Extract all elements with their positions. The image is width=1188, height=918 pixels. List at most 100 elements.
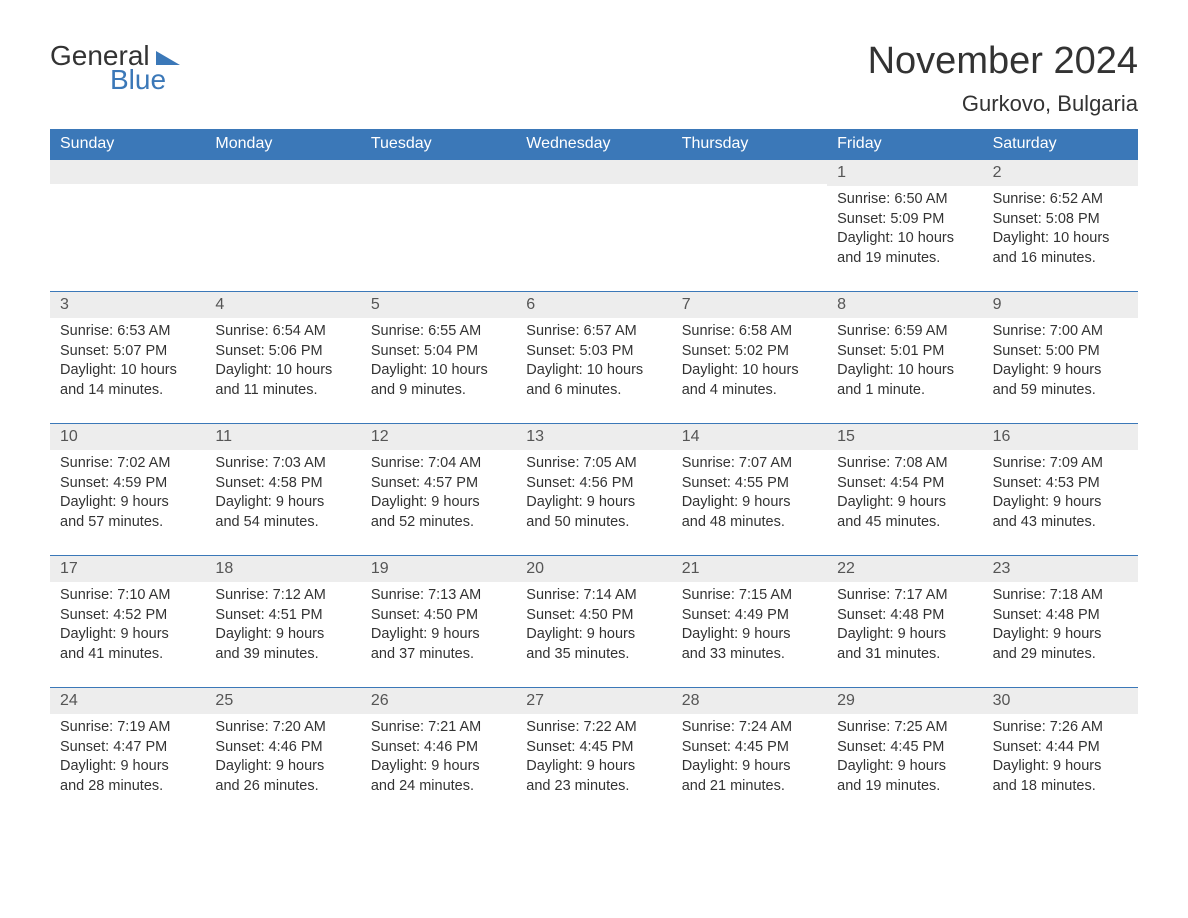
day-details: Sunrise: 7:21 AMSunset: 4:46 PMDaylight:…: [361, 714, 516, 806]
day-details: Sunrise: 7:02 AMSunset: 4:59 PMDaylight:…: [50, 450, 205, 542]
day-number: 10: [50, 424, 205, 450]
day-cell: 6Sunrise: 6:57 AMSunset: 5:03 PMDaylight…: [516, 292, 671, 423]
sunset-line: Sunset: 4:57 PM: [371, 474, 506, 494]
weekday-label: Saturday: [983, 129, 1138, 159]
brand-triangle-icon: [156, 51, 180, 65]
week-row: 10Sunrise: 7:02 AMSunset: 4:59 PMDayligh…: [50, 423, 1138, 555]
day-details: Sunrise: 7:10 AMSunset: 4:52 PMDaylight:…: [50, 582, 205, 674]
sunrise-line: Sunrise: 7:04 AM: [371, 454, 506, 474]
day-cell: 23Sunrise: 7:18 AMSunset: 4:48 PMDayligh…: [983, 556, 1138, 687]
day-number: [205, 160, 360, 184]
day-details: Sunrise: 7:19 AMSunset: 4:47 PMDaylight:…: [50, 714, 205, 806]
sunset-line: Sunset: 5:08 PM: [993, 210, 1128, 230]
day-cell: 15Sunrise: 7:08 AMSunset: 4:54 PMDayligh…: [827, 424, 982, 555]
sunrise-line: Sunrise: 7:15 AM: [682, 586, 817, 606]
day-details: Sunrise: 7:12 AMSunset: 4:51 PMDaylight:…: [205, 582, 360, 674]
day-cell: 8Sunrise: 6:59 AMSunset: 5:01 PMDaylight…: [827, 292, 982, 423]
day-number: 1: [827, 160, 982, 186]
daylight-line: Daylight: 9 hours and 48 minutes.: [682, 493, 817, 532]
day-details: Sunrise: 7:24 AMSunset: 4:45 PMDaylight:…: [672, 714, 827, 806]
day-number: 18: [205, 556, 360, 582]
sunset-line: Sunset: 5:09 PM: [837, 210, 972, 230]
day-cell: [516, 160, 671, 291]
day-number: 6: [516, 292, 671, 318]
sunrise-line: Sunrise: 7:26 AM: [993, 718, 1128, 738]
weekday-label: Wednesday: [516, 129, 671, 159]
daylight-line: Daylight: 10 hours and 11 minutes.: [215, 361, 350, 400]
day-cell: 10Sunrise: 7:02 AMSunset: 4:59 PMDayligh…: [50, 424, 205, 555]
sunset-line: Sunset: 4:52 PM: [60, 606, 195, 626]
day-details: Sunrise: 7:14 AMSunset: 4:50 PMDaylight:…: [516, 582, 671, 674]
sunset-line: Sunset: 4:55 PM: [682, 474, 817, 494]
day-details: Sunrise: 7:09 AMSunset: 4:53 PMDaylight:…: [983, 450, 1138, 542]
sunrise-line: Sunrise: 7:10 AM: [60, 586, 195, 606]
brand-logo: General Blue: [50, 40, 180, 96]
day-details: Sunrise: 7:18 AMSunset: 4:48 PMDaylight:…: [983, 582, 1138, 674]
day-number: 29: [827, 688, 982, 714]
day-number: 28: [672, 688, 827, 714]
sunset-line: Sunset: 4:50 PM: [371, 606, 506, 626]
sunrise-line: Sunrise: 7:22 AM: [526, 718, 661, 738]
day-number: 23: [983, 556, 1138, 582]
sunrise-line: Sunrise: 7:05 AM: [526, 454, 661, 474]
sunset-line: Sunset: 4:53 PM: [993, 474, 1128, 494]
sunrise-line: Sunrise: 6:59 AM: [837, 322, 972, 342]
day-details: Sunrise: 7:08 AMSunset: 4:54 PMDaylight:…: [827, 450, 982, 542]
day-details: Sunrise: 7:07 AMSunset: 4:55 PMDaylight:…: [672, 450, 827, 542]
day-number: 19: [361, 556, 516, 582]
day-number: 22: [827, 556, 982, 582]
sunrise-line: Sunrise: 7:20 AM: [215, 718, 350, 738]
sunset-line: Sunset: 4:45 PM: [837, 738, 972, 758]
daylight-line: Daylight: 9 hours and 50 minutes.: [526, 493, 661, 532]
day-details: Sunrise: 6:57 AMSunset: 5:03 PMDaylight:…: [516, 318, 671, 410]
week-row: 24Sunrise: 7:19 AMSunset: 4:47 PMDayligh…: [50, 687, 1138, 819]
day-cell: 19Sunrise: 7:13 AMSunset: 4:50 PMDayligh…: [361, 556, 516, 687]
daylight-line: Daylight: 9 hours and 31 minutes.: [837, 625, 972, 664]
day-number: 30: [983, 688, 1138, 714]
day-cell: 28Sunrise: 7:24 AMSunset: 4:45 PMDayligh…: [672, 688, 827, 819]
sunset-line: Sunset: 4:56 PM: [526, 474, 661, 494]
day-details: Sunrise: 7:03 AMSunset: 4:58 PMDaylight:…: [205, 450, 360, 542]
location-subtitle: Gurkovo, Bulgaria: [868, 91, 1138, 117]
daylight-line: Daylight: 10 hours and 14 minutes.: [60, 361, 195, 400]
day-number: 15: [827, 424, 982, 450]
day-details: Sunrise: 6:55 AMSunset: 5:04 PMDaylight:…: [361, 318, 516, 410]
sunrise-line: Sunrise: 6:52 AM: [993, 190, 1128, 210]
sunset-line: Sunset: 4:45 PM: [526, 738, 661, 758]
daylight-line: Daylight: 9 hours and 29 minutes.: [993, 625, 1128, 664]
day-cell: 21Sunrise: 7:15 AMSunset: 4:49 PMDayligh…: [672, 556, 827, 687]
day-details: Sunrise: 6:59 AMSunset: 5:01 PMDaylight:…: [827, 318, 982, 410]
day-cell: 29Sunrise: 7:25 AMSunset: 4:45 PMDayligh…: [827, 688, 982, 819]
sunrise-line: Sunrise: 7:07 AM: [682, 454, 817, 474]
day-cell: 22Sunrise: 7:17 AMSunset: 4:48 PMDayligh…: [827, 556, 982, 687]
sunrise-line: Sunrise: 6:57 AM: [526, 322, 661, 342]
sunset-line: Sunset: 5:04 PM: [371, 342, 506, 362]
day-cell: [672, 160, 827, 291]
brand-word-2: Blue: [110, 64, 166, 96]
title-block: November 2024 Gurkovo, Bulgaria: [868, 40, 1138, 117]
day-number: 17: [50, 556, 205, 582]
daylight-line: Daylight: 9 hours and 52 minutes.: [371, 493, 506, 532]
day-cell: 1Sunrise: 6:50 AMSunset: 5:09 PMDaylight…: [827, 160, 982, 291]
weekday-label: Thursday: [672, 129, 827, 159]
day-cell: 30Sunrise: 7:26 AMSunset: 4:44 PMDayligh…: [983, 688, 1138, 819]
daylight-line: Daylight: 9 hours and 43 minutes.: [993, 493, 1128, 532]
sunrise-line: Sunrise: 7:25 AM: [837, 718, 972, 738]
day-number: 2: [983, 160, 1138, 186]
day-cell: 24Sunrise: 7:19 AMSunset: 4:47 PMDayligh…: [50, 688, 205, 819]
daylight-line: Daylight: 9 hours and 18 minutes.: [993, 757, 1128, 796]
sunset-line: Sunset: 5:02 PM: [682, 342, 817, 362]
day-number: 26: [361, 688, 516, 714]
sunset-line: Sunset: 4:48 PM: [993, 606, 1128, 626]
sunrise-line: Sunrise: 7:03 AM: [215, 454, 350, 474]
day-number: 12: [361, 424, 516, 450]
day-cell: 20Sunrise: 7:14 AMSunset: 4:50 PMDayligh…: [516, 556, 671, 687]
day-cell: 9Sunrise: 7:00 AMSunset: 5:00 PMDaylight…: [983, 292, 1138, 423]
day-details: Sunrise: 7:17 AMSunset: 4:48 PMDaylight:…: [827, 582, 982, 674]
sunrise-line: Sunrise: 7:21 AM: [371, 718, 506, 738]
daylight-line: Daylight: 9 hours and 23 minutes.: [526, 757, 661, 796]
day-number: [361, 160, 516, 184]
day-details: Sunrise: 6:53 AMSunset: 5:07 PMDaylight:…: [50, 318, 205, 410]
day-cell: 26Sunrise: 7:21 AMSunset: 4:46 PMDayligh…: [361, 688, 516, 819]
day-number: [672, 160, 827, 184]
